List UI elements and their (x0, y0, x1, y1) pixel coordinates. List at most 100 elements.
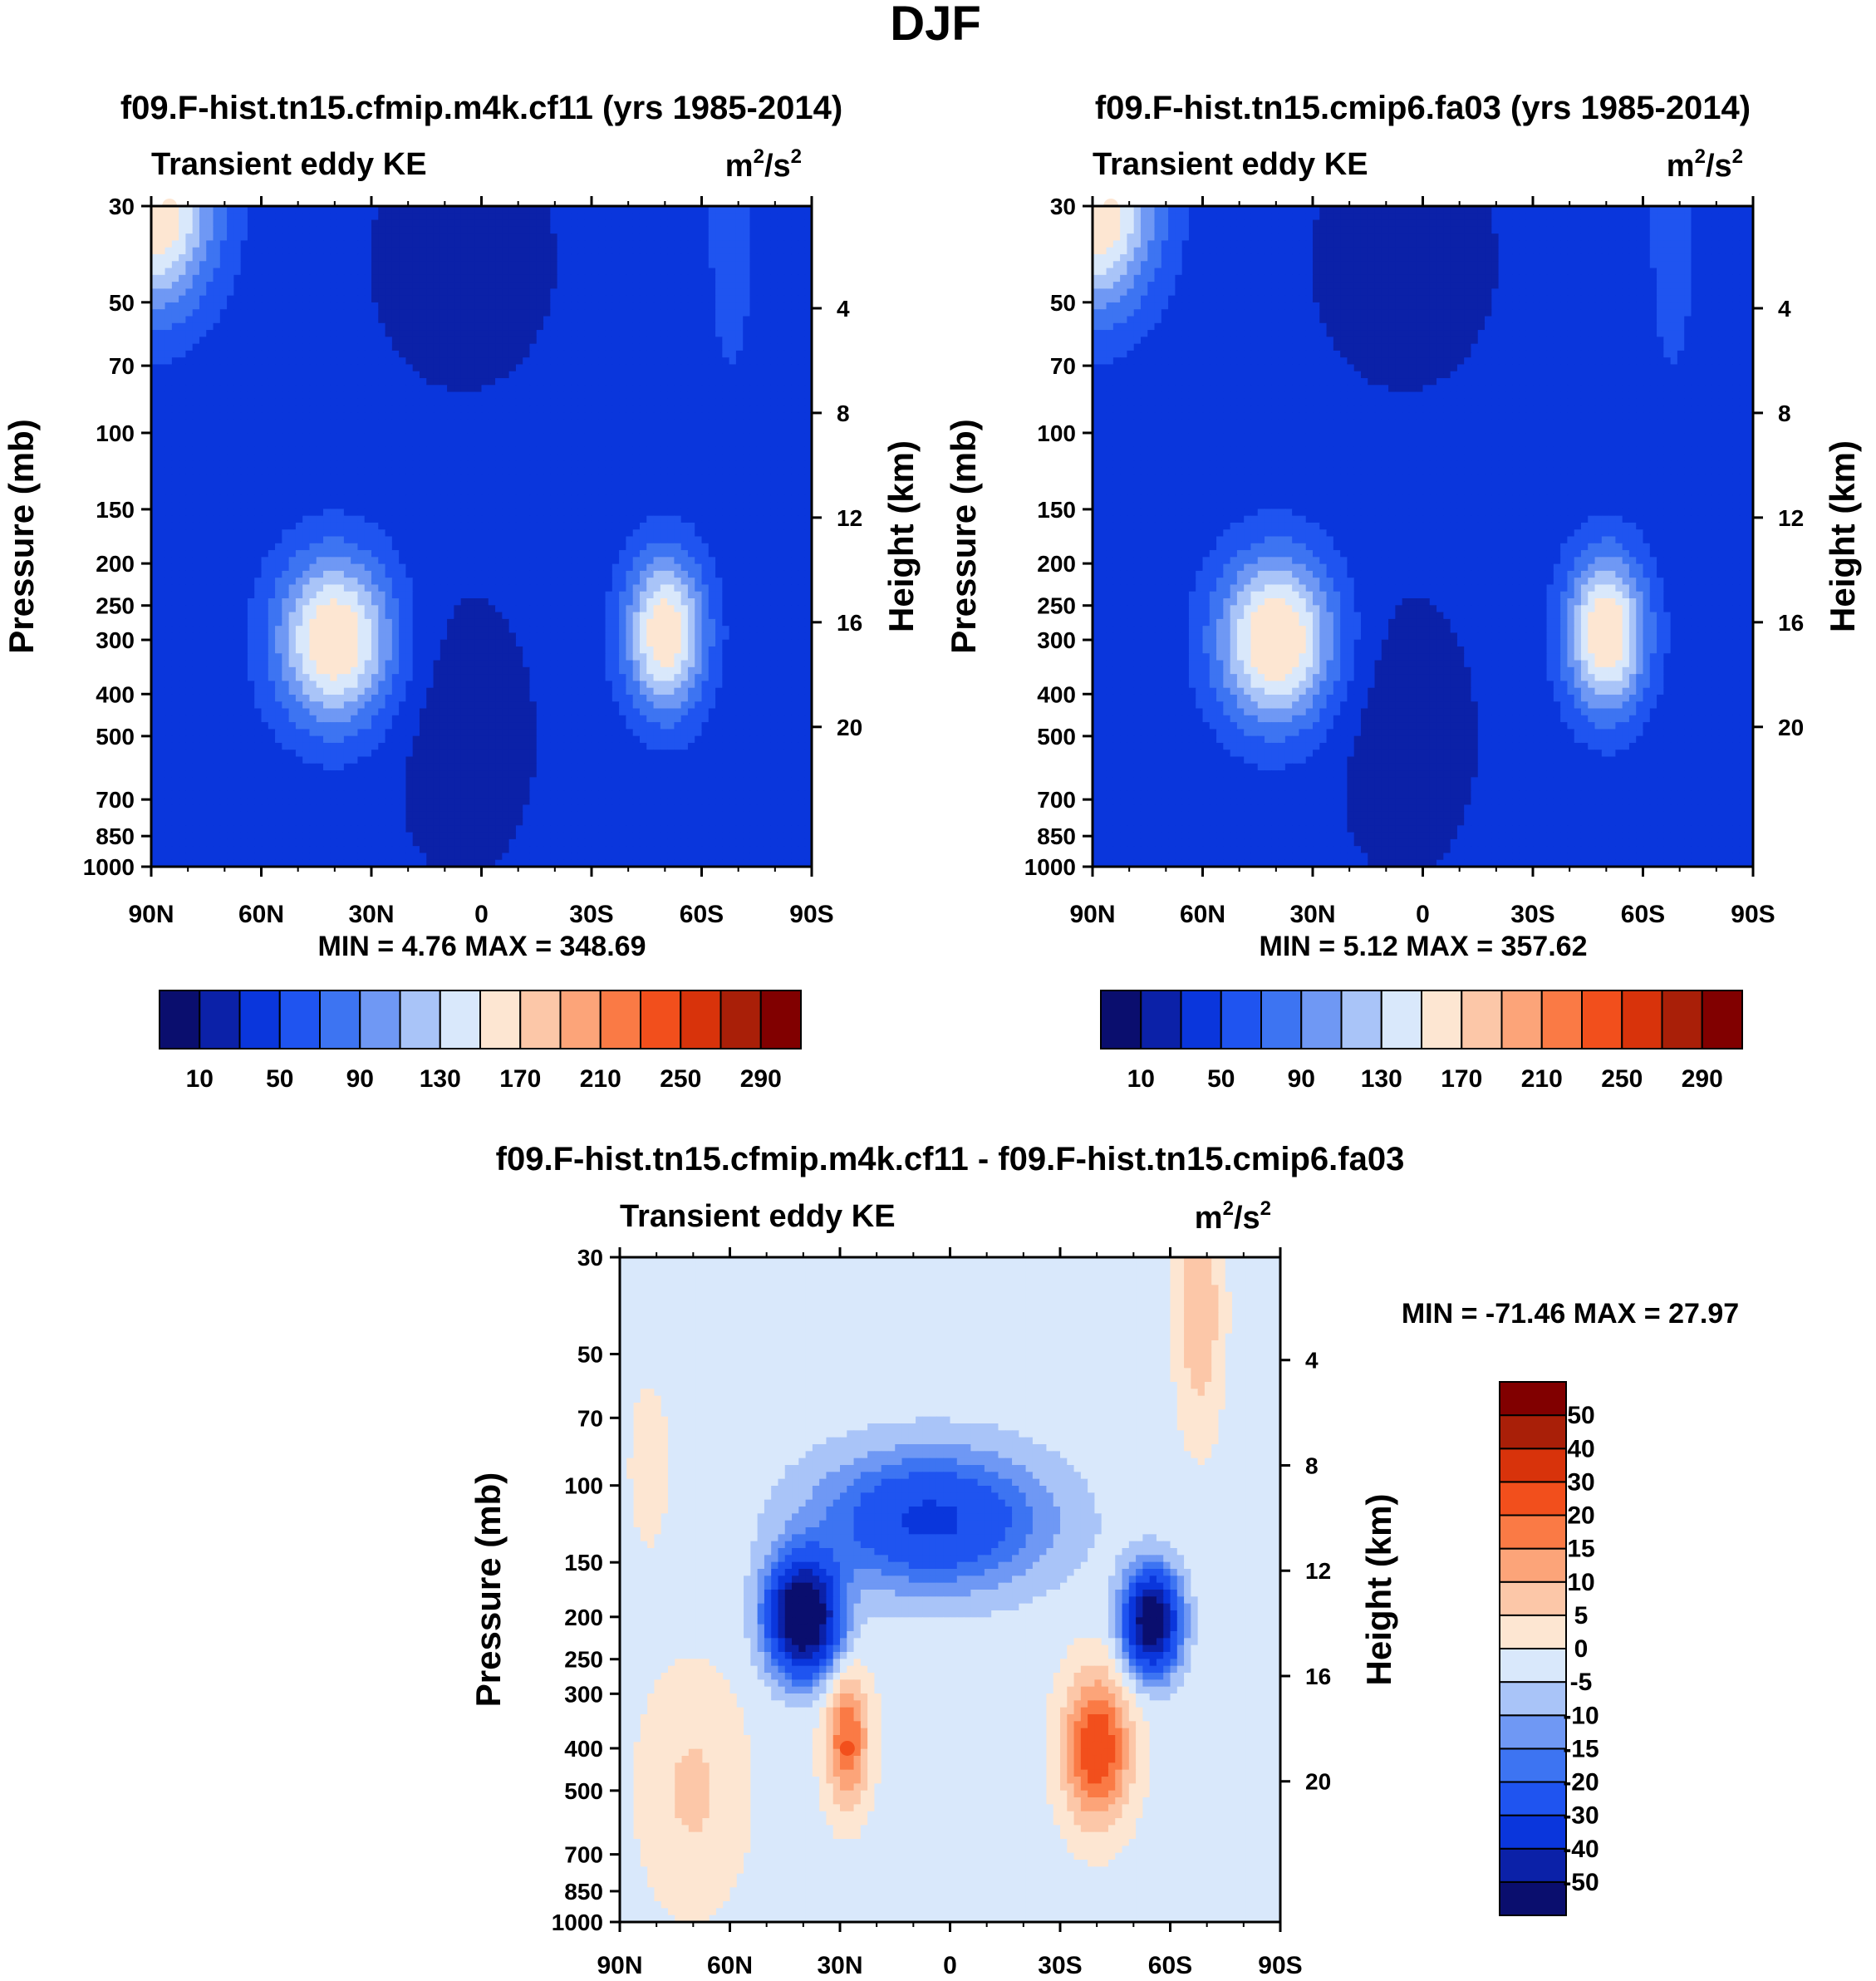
contour-cell (454, 440, 462, 448)
contour-cell (756, 378, 764, 386)
contour-cell (783, 274, 792, 283)
contour-cell (536, 330, 544, 337)
contour-cell (481, 302, 489, 310)
contour-cell (440, 543, 448, 551)
contour-cell (536, 419, 544, 427)
contour-cell (536, 454, 544, 462)
contour-cell (240, 509, 248, 517)
contour-cell (735, 253, 744, 262)
contour-cell (632, 433, 641, 441)
contour-cell (722, 543, 730, 551)
contour-cell (351, 440, 359, 448)
contour-cell (804, 467, 812, 475)
contour-cell (179, 371, 187, 379)
contour-cell (529, 543, 538, 551)
contour-cell (378, 509, 386, 517)
contour-cell (426, 467, 435, 475)
contour-cell (268, 391, 276, 400)
contour-cell (611, 419, 620, 427)
contour-cell (351, 343, 359, 351)
contour-cell (288, 295, 297, 303)
contour-cell (179, 550, 187, 558)
contour-cell (419, 364, 427, 372)
contour-cell (791, 206, 799, 214)
contour-cell (701, 529, 710, 538)
contour-cell (674, 219, 682, 228)
contour-cell (550, 412, 558, 420)
contour-cell (199, 391, 207, 400)
contour-cell (261, 502, 269, 509)
contour-cell (680, 474, 689, 482)
contour-cell (639, 226, 647, 234)
contour-cell (481, 330, 489, 337)
contour-cell (508, 515, 517, 524)
contour-cell (660, 295, 668, 303)
contour-cell (364, 406, 372, 414)
contour-cell (791, 322, 799, 331)
contour-cell (584, 274, 592, 283)
contour-cell (515, 309, 523, 317)
contour-cell (695, 481, 703, 489)
contour-cell (233, 398, 242, 406)
contour-cell (571, 406, 579, 414)
contour-cell (330, 494, 338, 503)
contour-cell (247, 557, 255, 565)
contour-cell (804, 460, 812, 469)
contour-cell (233, 343, 242, 351)
contour-cell (653, 529, 661, 538)
contour-cell (529, 460, 538, 469)
contour-cell (777, 302, 785, 310)
contour-cell (261, 330, 269, 337)
contour-cell (454, 309, 462, 317)
contour-cell (467, 398, 475, 406)
contour-cell (316, 494, 324, 503)
contour-cell (165, 240, 173, 248)
contour-cell (495, 515, 503, 524)
contour-cell (447, 268, 454, 276)
contour-cell (536, 371, 544, 379)
contour-cell (378, 385, 386, 393)
contour-cell (199, 253, 207, 262)
contour-cell (667, 385, 675, 393)
contour-cell (391, 557, 400, 565)
contour-cell (646, 419, 655, 427)
contour-cell (240, 213, 248, 221)
contour-cell (302, 440, 311, 448)
contour-cell (743, 522, 751, 530)
contour-cell (467, 268, 475, 276)
contour-cell (282, 261, 290, 269)
contour-cell (791, 419, 799, 427)
contour-cell (275, 322, 282, 331)
contour-cell (804, 295, 812, 303)
contour-cell (343, 378, 351, 386)
contour-cell (735, 467, 744, 475)
contour-cell (213, 536, 221, 544)
contour-cell (687, 253, 695, 262)
contour-cell (158, 515, 166, 524)
contour-cell (495, 536, 503, 544)
contour-cell (385, 350, 393, 358)
contour-cell (426, 502, 435, 509)
contour-cell (749, 233, 758, 242)
contour-cell (460, 488, 469, 496)
contour-cell (378, 240, 386, 248)
contour-cell (454, 282, 462, 289)
contour-cell (543, 206, 551, 214)
contour-cell (433, 295, 441, 303)
contour-cell (391, 253, 400, 262)
contour-cell (206, 391, 214, 400)
contour-cell (660, 406, 668, 414)
contour-cell (729, 474, 737, 482)
contour-cell (722, 536, 730, 544)
contour-cell (791, 240, 799, 248)
contour-cell (240, 240, 248, 248)
contour-cell (557, 391, 565, 400)
contour-cell (749, 295, 758, 303)
contour-cell (481, 550, 489, 558)
contour-cell (419, 509, 427, 517)
contour-cell (611, 343, 620, 351)
contour-cell (433, 488, 441, 496)
contour-cell (667, 253, 675, 262)
contour-cell (474, 536, 483, 544)
contour-cell (385, 253, 393, 262)
